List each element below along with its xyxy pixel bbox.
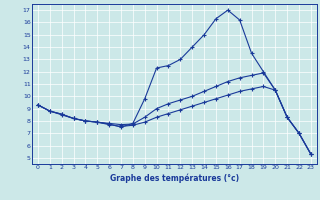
X-axis label: Graphe des températures (°c): Graphe des températures (°c): [110, 173, 239, 183]
